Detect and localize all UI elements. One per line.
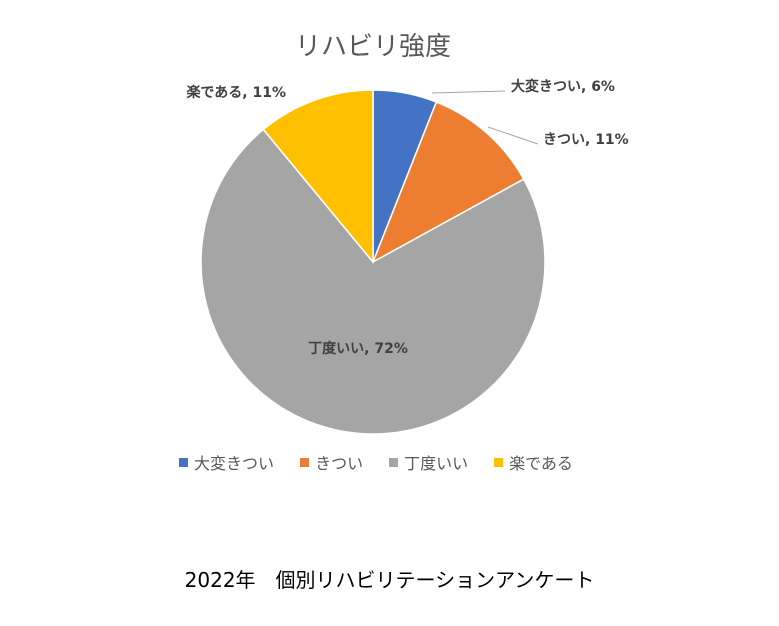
chart-legend: 大変きつい きつい 丁度いい 楽である (0, 450, 752, 474)
legend-item-daihen-kitsui: 大変きつい (179, 450, 274, 474)
data-label-3: 楽である, 11% (185, 84, 286, 101)
legend-label-choudo-ii: 丁度いい (404, 454, 469, 473)
legend-item-raku-dearu: 楽である (494, 450, 573, 474)
legend-item-kitsui: きつい (300, 450, 363, 474)
pie-chart: 大変きつい, 6% きつい, 11% 丁度いい, 72% 楽である, 11% (185, 78, 629, 435)
legend-label-daihen-kitsui: 大変きつい (194, 454, 275, 473)
pie-slice-1 (371, 101, 525, 264)
leader-line-1 (487, 126, 539, 145)
legend-label-kitsui: きつい (315, 454, 364, 473)
pie-slice-2 (200, 128, 546, 435)
data-label-2: 丁度いい, 72% (308, 340, 408, 357)
data-label-1: きつい, 11% (543, 132, 629, 148)
survey-caption: 2022年 個別リハビリテーションアンケート (184, 568, 595, 592)
legend-item-choudo-ii: 丁度いい (389, 450, 468, 474)
legend-label-raku-dearu: 楽である (509, 454, 573, 473)
legend-swatch-raku-dearu (494, 457, 504, 467)
leader-line-0 (431, 90, 506, 94)
chart-title: リハビリ強度 (294, 32, 451, 62)
legend-swatch-daihen-kitsui (179, 457, 189, 467)
pie-slice-3 (262, 89, 374, 265)
data-label-0: 大変きつい, 6% (511, 78, 615, 95)
legend-swatch-choudo-ii (389, 457, 399, 467)
legend-swatch-kitsui (300, 457, 310, 467)
